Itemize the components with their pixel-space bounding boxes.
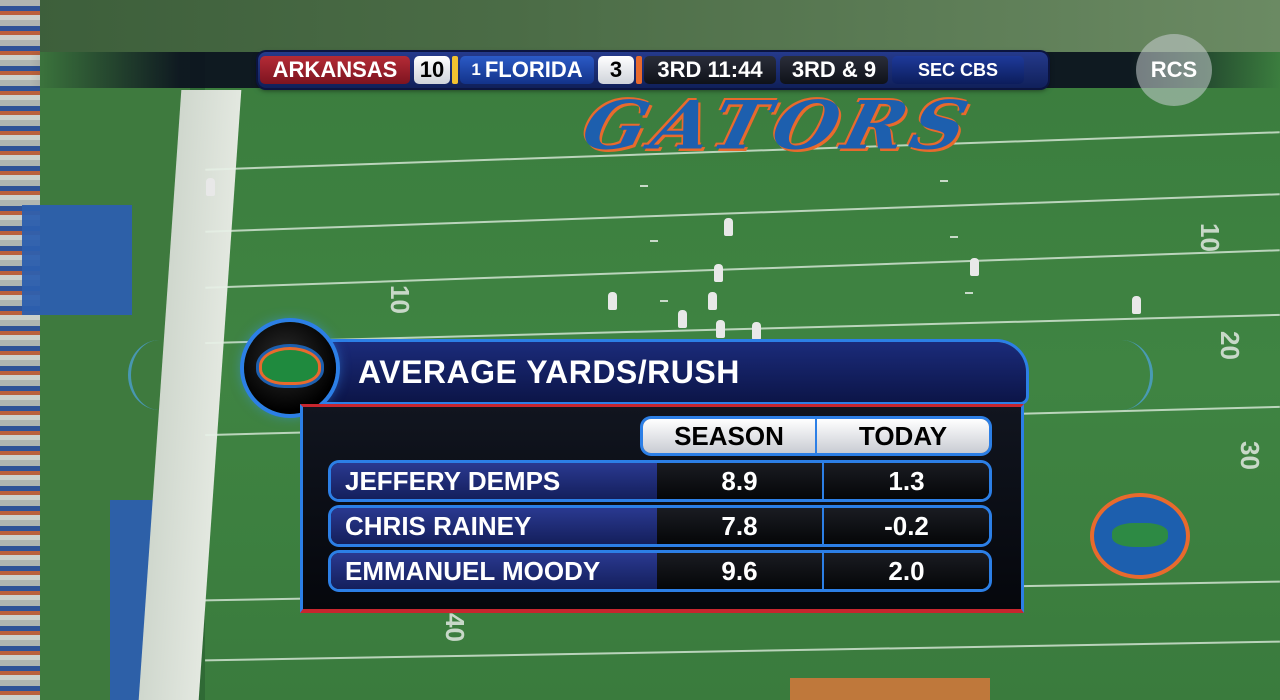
home-team-cell: 1 FLORIDA [460,56,594,84]
midfield-logo [1090,493,1190,579]
hash-mark [940,180,948,182]
stat-title: AVERAGE YARDS/RUSH [358,354,740,390]
yard-number: 20 [1214,331,1245,360]
column-header-today: TODAY [858,421,948,451]
player-name: JEFFERY DEMPS [331,463,657,499]
gator-logo-icon [262,350,318,382]
yard-number: 40 [439,613,470,642]
endzone-paint [790,678,990,700]
player [678,310,687,328]
column-divider [815,419,817,453]
player [1132,296,1141,314]
hash-mark [965,292,973,294]
network-logo: SEC CBS [892,56,1024,84]
sideline-tarp [22,205,132,315]
player [752,322,761,340]
home-team-name: FLORIDA [484,57,583,82]
possession-accent [636,56,642,84]
season-value: 7.8 [657,508,822,544]
today-value: 2.0 [824,553,989,589]
column-headers: SEASON TODAY [643,419,989,453]
column-divider [822,463,824,499]
player [608,292,617,310]
hash-mark [660,300,668,302]
hash-mark [950,236,958,238]
stadium-stands [0,0,1280,52]
down-and-distance: 3RD & 9 [780,56,888,84]
signal-arc-icon [1090,340,1153,410]
hash-mark [640,185,648,187]
column-divider [822,508,824,544]
yard-number: 30 [1234,441,1265,470]
scorebug: ARKANSAS 10 1 FLORIDA 3 3RD 11:44 3RD & … [258,52,1048,88]
player [724,218,733,236]
player-name: CHRIS RAINEY [331,508,657,544]
team-logo [244,322,336,414]
player [970,258,979,276]
column-divider [822,553,824,589]
watermark-logo: RCS [1136,34,1212,106]
player [708,292,717,310]
home-team-score: 3 [598,56,634,84]
season-value: 9.6 [657,553,822,589]
today-value: 1.3 [824,463,989,499]
signal-arc-icon [128,340,191,410]
player [714,264,723,282]
title-bar: AVERAGE YARDS/RUSH [300,342,1026,402]
table-row: JEFFERY DEMPS 8.9 1.3 [331,463,989,499]
player [716,320,725,338]
table-row: EMMANUEL MOODY 9.6 2.0 [331,553,989,589]
column-header-season: SEASON [674,421,784,451]
away-team-score: 10 [414,56,450,84]
yard-number: 10 [1194,223,1225,252]
table-row: CHRIS RAINEY 7.8 -0.2 [331,508,989,544]
hash-mark [650,240,658,242]
home-team-rank: 1 [471,60,481,79]
stats-table: SEASON TODAY JEFFERY DEMPS 8.9 1.3 CHRIS… [300,404,1024,613]
game-clock: 3RD 11:44 [644,56,776,84]
season-value: 8.9 [657,463,822,499]
player [206,178,215,196]
crowd-stands-left [0,0,40,700]
endzone-wordmark: GATORS [574,87,982,165]
home-team-accent [452,56,458,84]
away-team-name: ARKANSAS [260,56,410,84]
player-name: EMMANUEL MOODY [331,553,657,589]
yard-number: 10 [384,285,415,314]
today-value: -0.2 [824,508,989,544]
